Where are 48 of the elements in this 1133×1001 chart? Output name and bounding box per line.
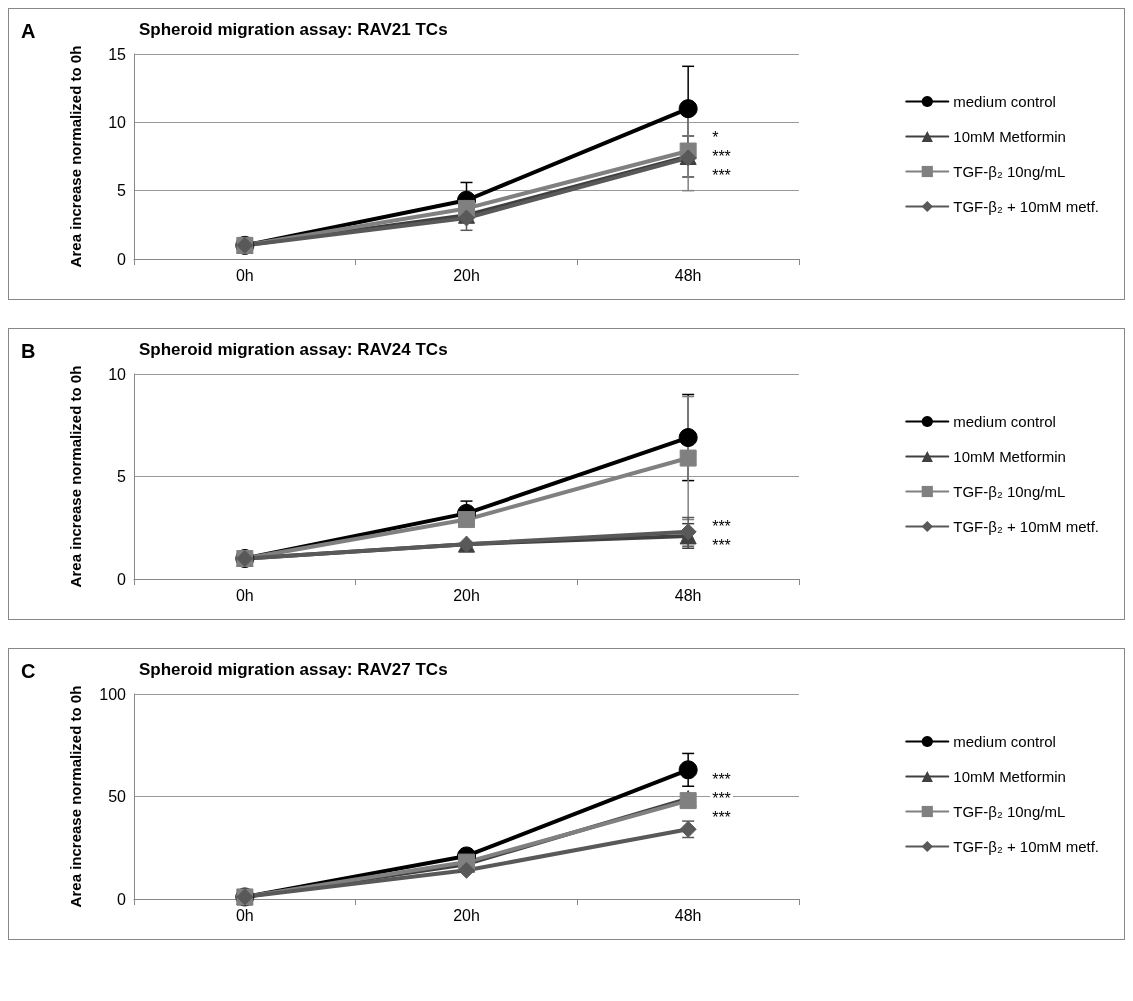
legend-label: 10mM Metformin bbox=[953, 768, 1066, 785]
y-tick-label: 10 bbox=[108, 113, 127, 131]
text: C bbox=[21, 660, 36, 682]
x-tick-label: 0h bbox=[235, 906, 254, 924]
annotation: *** bbox=[712, 809, 731, 827]
annotation: *** bbox=[712, 790, 731, 808]
chart-title: Spheroid migration assay: RAV27 TCs bbox=[139, 660, 448, 679]
x-tick-label: 20h bbox=[453, 586, 480, 604]
text: B bbox=[21, 340, 36, 362]
legend-label: TGF-β₂ 10ng/mL bbox=[953, 163, 1066, 180]
x-tick-label: 0h bbox=[235, 266, 254, 284]
annotation: *** bbox=[712, 167, 731, 184]
y-axis-title: Area increase normalized to 0h bbox=[66, 365, 84, 588]
annotation: * bbox=[712, 129, 719, 146]
legend-label: medium control bbox=[953, 93, 1056, 110]
x-tick-label: 0h bbox=[235, 586, 254, 604]
y-tick-label: 0 bbox=[117, 570, 127, 588]
x-tick-label: 48h bbox=[674, 906, 702, 924]
y-tick-label: 0 bbox=[117, 890, 127, 908]
legend-label: TGF-β₂ + 10mM metf. bbox=[953, 518, 1099, 535]
chart-title: Spheroid migration assay: RAV21 TCs bbox=[139, 20, 448, 39]
y-tick-label: 100 bbox=[99, 685, 127, 703]
y-tick-label: 10 bbox=[108, 365, 127, 383]
annotation: *** bbox=[712, 536, 731, 554]
legend-label: 10mM Metformin bbox=[953, 128, 1066, 145]
legend-label: TGF-β₂ 10ng/mL bbox=[953, 483, 1066, 500]
legend-label: medium control bbox=[953, 413, 1056, 430]
y-tick-label: 15 bbox=[108, 45, 127, 63]
legend-label: TGF-β₂ 10ng/mL bbox=[953, 803, 1066, 820]
y-tick-label: 5 bbox=[117, 468, 127, 485]
y-tick-label: 0 bbox=[117, 250, 127, 268]
x-tick-label: 48h bbox=[674, 586, 702, 604]
x-tick-label: 48h bbox=[674, 266, 702, 284]
legend-label: TGF-β₂ + 10mM metf. bbox=[953, 838, 1099, 855]
x-tick-label: 20h bbox=[453, 266, 480, 284]
text: A bbox=[21, 20, 36, 42]
y-tick-label: 50 bbox=[108, 788, 127, 805]
y-tick-label: 5 bbox=[117, 182, 127, 200]
x-tick-label: 20h bbox=[453, 906, 480, 924]
y-axis-title: Area increase normalized to 0h bbox=[66, 685, 84, 908]
annotation: *** bbox=[712, 771, 731, 789]
y-axis-title: Area increase normalized to 0h bbox=[66, 45, 84, 268]
legend-label: medium control bbox=[953, 733, 1056, 750]
annotation: *** bbox=[712, 517, 731, 535]
legend-label: 10mM Metformin bbox=[953, 448, 1066, 465]
legend-label: TGF-β₂ + 10mM metf. bbox=[953, 198, 1099, 215]
annotation: *** bbox=[712, 148, 731, 165]
chart-title: Spheroid migration assay: RAV24 TCs bbox=[139, 340, 448, 359]
